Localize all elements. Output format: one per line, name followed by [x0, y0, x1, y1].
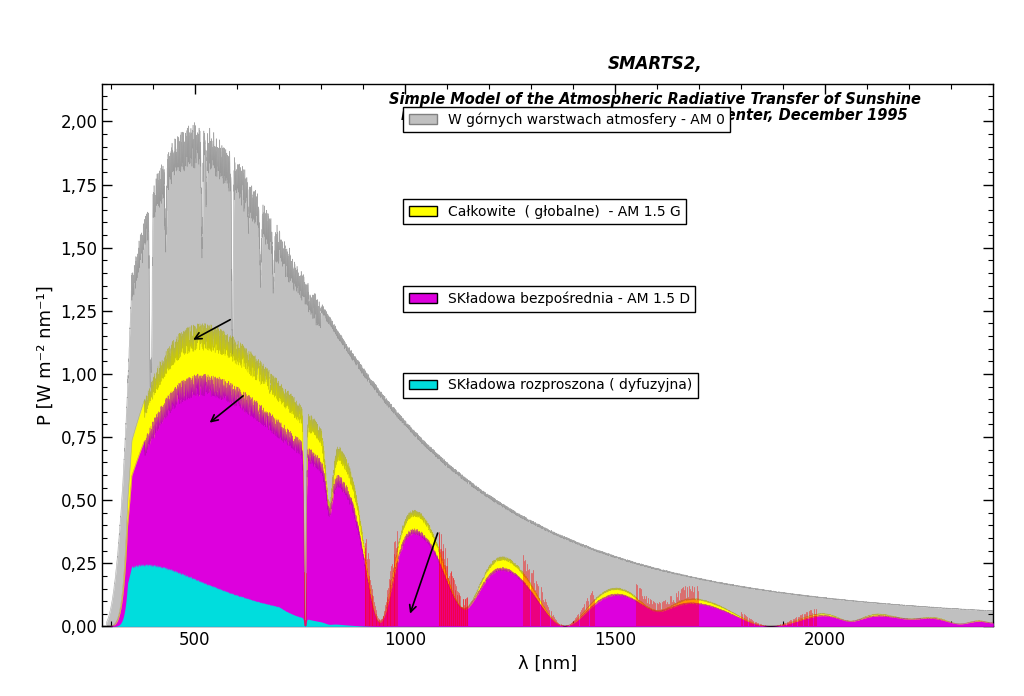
Y-axis label: P [W m⁻² nm⁻¹]: P [W m⁻² nm⁻¹] [37, 285, 55, 425]
Text: Simple Model of the Atmospheric Radiative Transfer of Sunshine: Simple Model of the Atmospheric Radiativ… [389, 92, 921, 106]
Text: SMARTS2,: SMARTS2, [607, 55, 702, 72]
Text: FSEC-PF-270-95, Florida Solar Energy Center, December 1995: FSEC-PF-270-95, Florida Solar Energy Cen… [401, 108, 908, 123]
X-axis label: λ [nm]: λ [nm] [518, 655, 578, 673]
Legend: SKładowa rozproszona ( dyfuzyjna): SKładowa rozproszona ( dyfuzyjna) [403, 373, 697, 398]
